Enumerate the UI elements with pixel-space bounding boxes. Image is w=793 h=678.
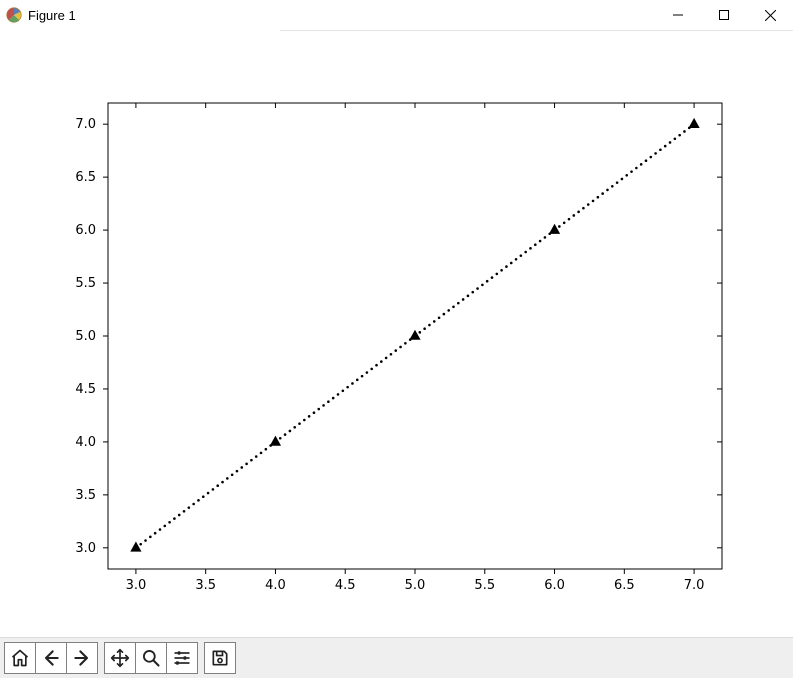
svg-text:6.5: 6.5 — [614, 578, 635, 593]
svg-text:5.0: 5.0 — [405, 578, 426, 593]
svg-text:4.5: 4.5 — [75, 382, 96, 397]
navigation-toolbar — [0, 637, 793, 678]
figure-window: Figure 1 3.0 3.5 4.0 4.5 5.0 5.5 6.0 — [0, 0, 793, 678]
svg-text:3.5: 3.5 — [75, 488, 96, 503]
window-title: Figure 1 — [28, 8, 76, 23]
svg-text:6.0: 6.0 — [75, 223, 96, 238]
svg-text:5.5: 5.5 — [75, 276, 96, 291]
arrow-left-icon — [41, 648, 61, 668]
svg-text:4.0: 4.0 — [75, 435, 96, 450]
toolbar-group-nav — [4, 642, 98, 674]
forward-button[interactable] — [66, 642, 98, 674]
sliders-icon — [172, 648, 192, 668]
scatter-chart: 3.0 3.5 4.0 4.5 5.0 5.5 6.0 6.5 7.0 3.0 3.5 4.0 4.5 5… — [0, 31, 793, 637]
window-controls — [655, 0, 793, 30]
svg-text:4.0: 4.0 — [265, 578, 286, 593]
svg-text:7.0: 7.0 — [75, 117, 96, 132]
maximize-icon — [719, 10, 729, 20]
back-button[interactable] — [35, 642, 67, 674]
svg-text:5.5: 5.5 — [474, 578, 495, 593]
svg-text:6.0: 6.0 — [544, 578, 565, 593]
close-icon — [765, 10, 776, 21]
svg-text:5.0: 5.0 — [75, 329, 96, 344]
arrow-right-icon — [72, 648, 92, 668]
svg-text:3.0: 3.0 — [126, 578, 147, 593]
svg-text:3.5: 3.5 — [195, 578, 216, 593]
move-icon — [110, 648, 130, 668]
matplotlib-app-icon — [6, 7, 22, 23]
close-button[interactable] — [747, 0, 793, 30]
toolbar-group-io — [204, 642, 236, 674]
svg-text:4.5: 4.5 — [335, 578, 356, 593]
titlebar[interactable]: Figure 1 — [0, 0, 793, 30]
minimize-icon — [673, 10, 683, 20]
plot-canvas[interactable]: 3.0 3.5 4.0 4.5 5.0 5.5 6.0 6.5 7.0 3.0 3.5 4.0 4.5 5… — [0, 31, 793, 637]
minimize-button[interactable] — [655, 0, 701, 30]
save-icon — [210, 648, 230, 668]
pan-button[interactable] — [104, 642, 136, 674]
maximize-button[interactable] — [701, 0, 747, 30]
zoom-button[interactable] — [135, 642, 167, 674]
configure-button[interactable] — [166, 642, 198, 674]
magnifier-icon — [141, 648, 161, 668]
toolbar-group-view — [104, 642, 198, 674]
svg-text:7.0: 7.0 — [684, 578, 705, 593]
svg-text:6.5: 6.5 — [75, 170, 96, 185]
svg-text:3.0: 3.0 — [75, 541, 96, 556]
save-button[interactable] — [204, 642, 236, 674]
home-button[interactable] — [4, 642, 36, 674]
home-icon — [10, 648, 30, 668]
